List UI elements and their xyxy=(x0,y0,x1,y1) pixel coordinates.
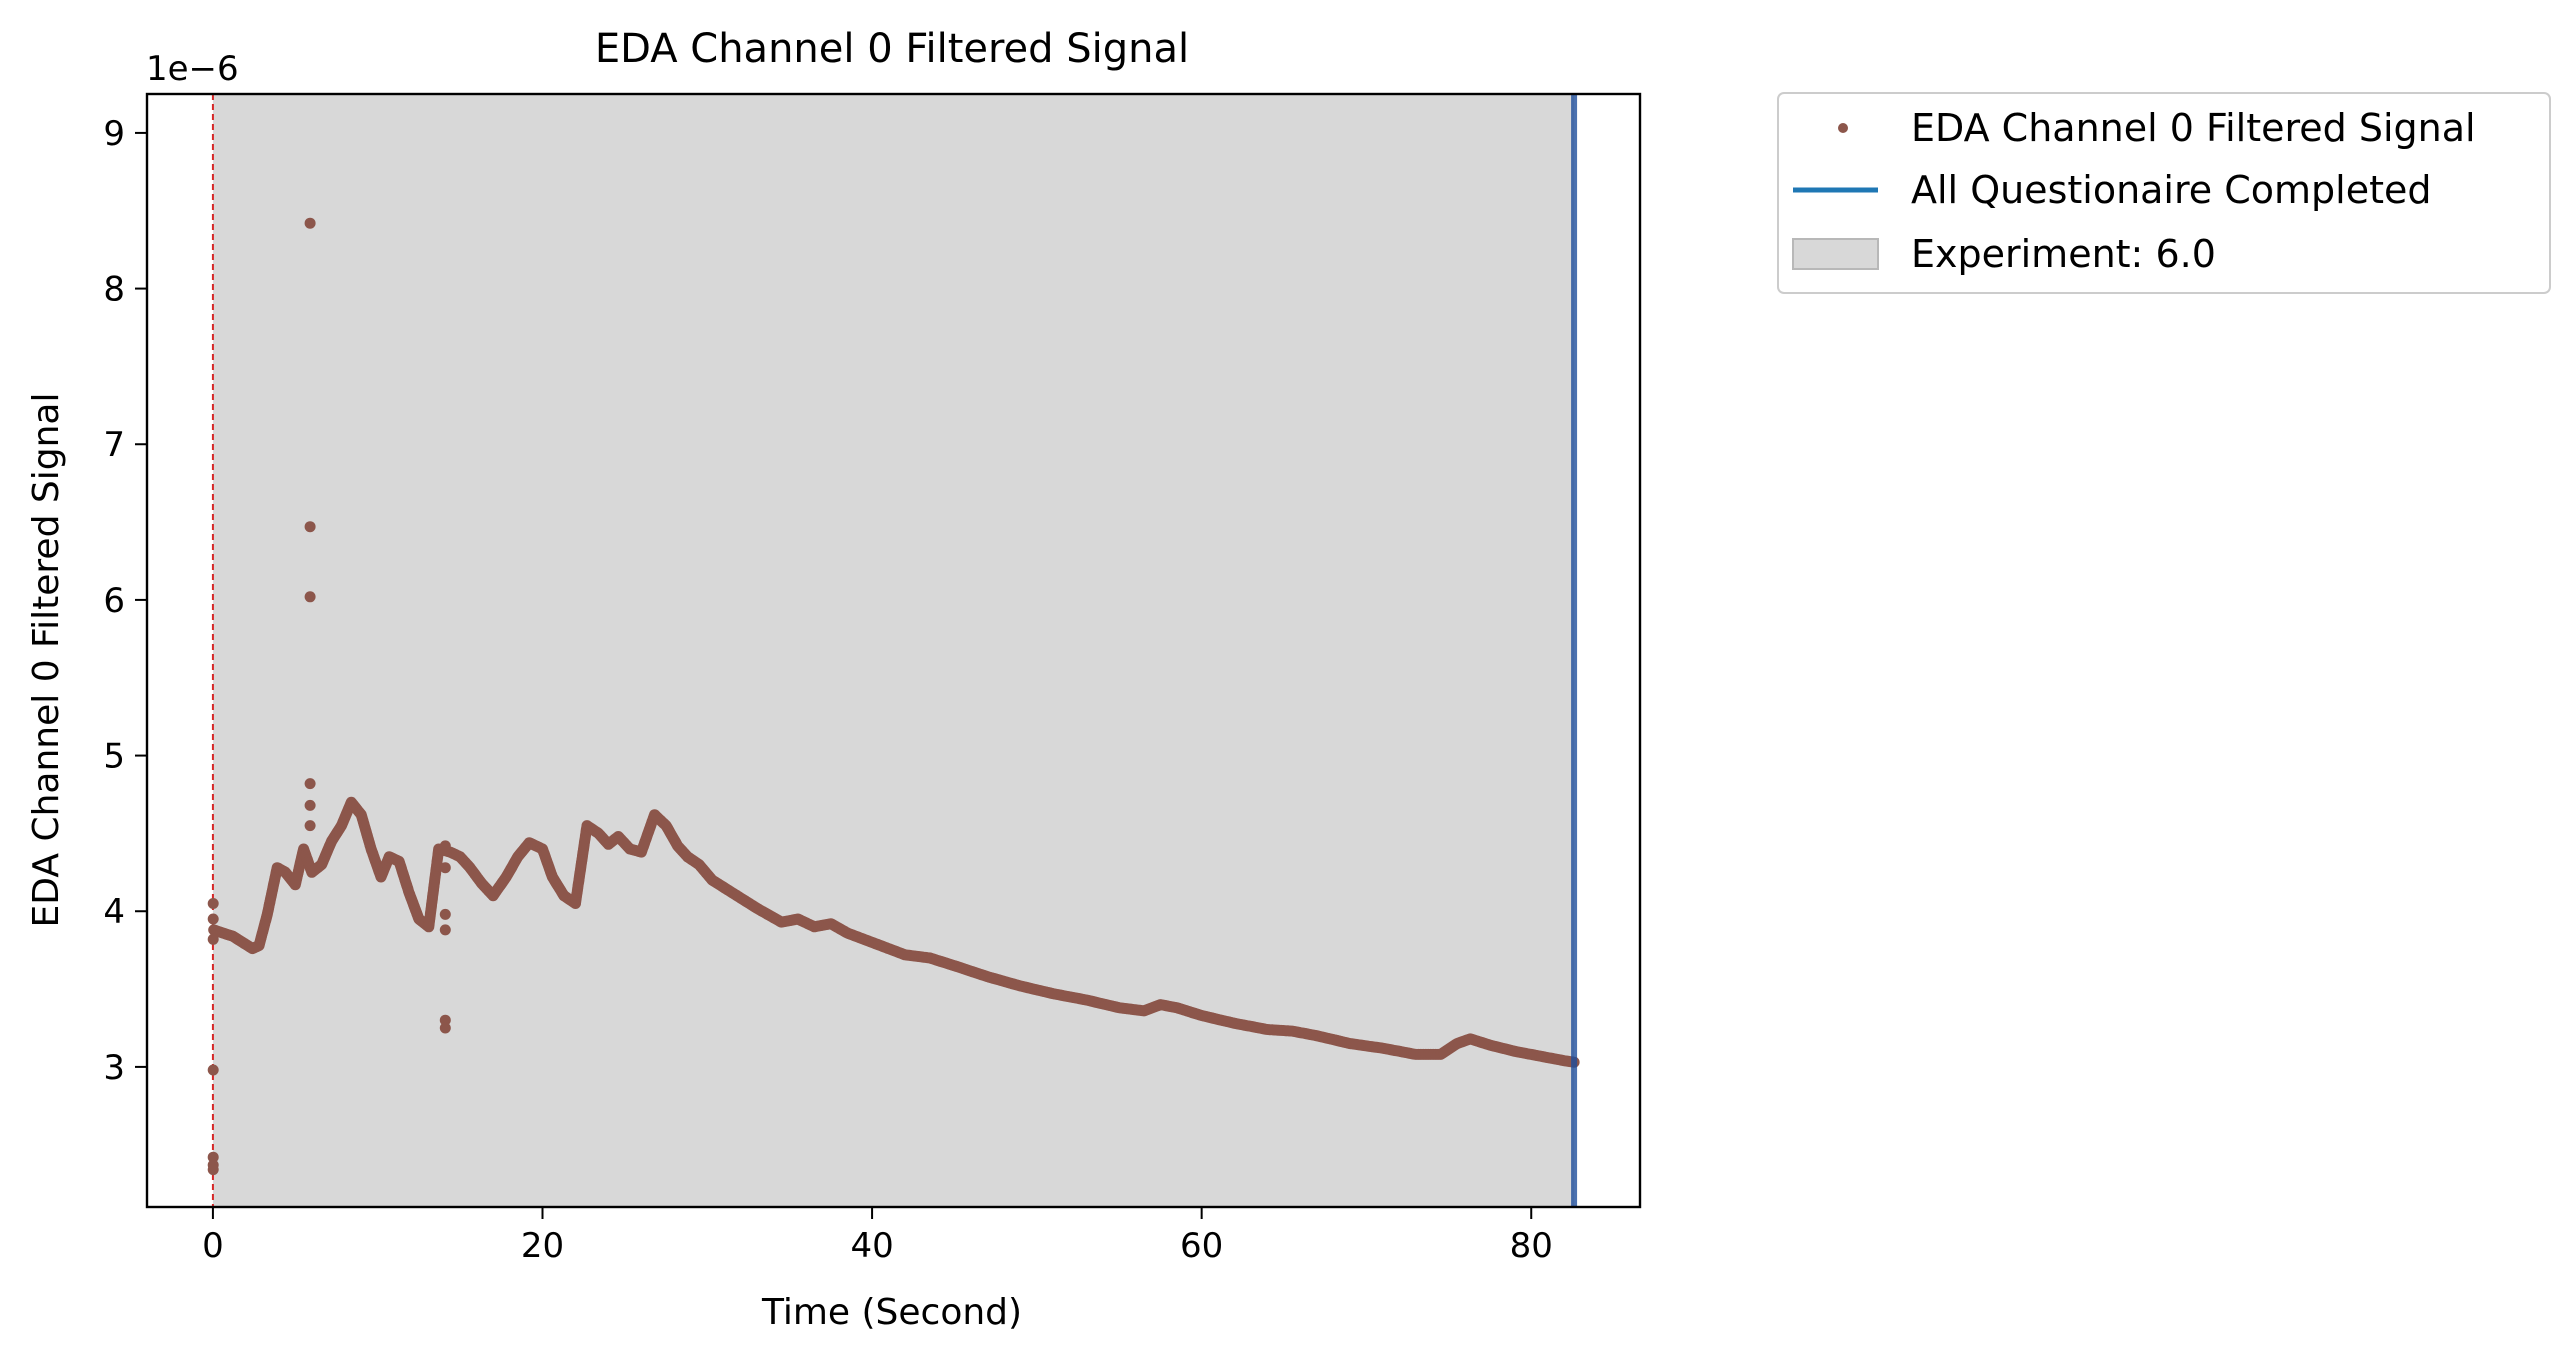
y-tick-label: 8 xyxy=(103,270,125,310)
chart-title: EDA Channel 0 Filtered Signal xyxy=(595,26,1189,72)
data-point-outlier xyxy=(439,908,451,920)
x-axis-ticks: 0 20 40 60 80 xyxy=(202,1207,1553,1266)
y-offset-label: 1e−6 xyxy=(146,49,239,89)
data-point-outlier xyxy=(439,840,451,852)
legend-marker-signal xyxy=(1838,123,1848,133)
x-tick-label: 40 xyxy=(850,1226,893,1266)
data-point-outlier xyxy=(304,799,316,811)
y-tick-label: 5 xyxy=(103,737,125,777)
y-tick-label: 3 xyxy=(103,1048,125,1088)
data-point-outlier xyxy=(439,1014,451,1026)
y-tick-label: 7 xyxy=(103,425,125,465)
y-axis-label: EDA Channel 0 Filtered Signal xyxy=(26,393,67,928)
data-point-outlier xyxy=(207,1151,219,1163)
y-tick-label: 6 xyxy=(103,581,125,621)
plot-frame xyxy=(145,92,1642,1209)
data-point-outlier xyxy=(439,924,451,936)
data-point-outlier xyxy=(439,1022,451,1034)
data-point-outlier xyxy=(207,913,219,925)
legend-label-questionnaire: All Questionaire Completed xyxy=(1911,168,2432,212)
data-point-outlier xyxy=(439,862,451,874)
data-point-outlier xyxy=(304,591,316,603)
data-point-outlier xyxy=(207,1064,219,1076)
legend-label-signal: EDA Channel 0 Filtered Signal xyxy=(1911,106,2476,150)
y-tick-label: 9 xyxy=(103,114,125,154)
legend-box xyxy=(1777,92,2551,294)
x-tick-label: 80 xyxy=(1510,1226,1553,1266)
y-axis-ticks: 3 4 5 6 7 8 9 xyxy=(103,114,147,1088)
x-tick-label: 20 xyxy=(521,1226,564,1266)
y-tick-label: 4 xyxy=(103,892,125,932)
plot-area xyxy=(145,92,1642,1209)
data-point-outlier xyxy=(304,778,316,790)
data-point-outlier xyxy=(304,521,316,533)
data-point-outlier xyxy=(207,1164,219,1176)
x-tick-label: 0 xyxy=(202,1226,224,1266)
data-point-outlier xyxy=(304,820,316,832)
data-point-outlier xyxy=(304,217,316,229)
data-point-outlier xyxy=(207,933,219,945)
x-axis-label: Time (Second) xyxy=(761,1292,1022,1333)
legend: EDA Channel 0 Filtered Signal All Questi… xyxy=(1777,92,2551,294)
data-point-outlier xyxy=(207,898,219,909)
signal-points xyxy=(207,217,1580,1176)
legend-label-experiment: Experiment: 6.0 xyxy=(1911,232,2216,276)
experiment-shaded-region xyxy=(212,94,1575,1207)
legend-marker-experiment xyxy=(1792,238,1879,270)
x-tick-label: 60 xyxy=(1180,1226,1223,1266)
